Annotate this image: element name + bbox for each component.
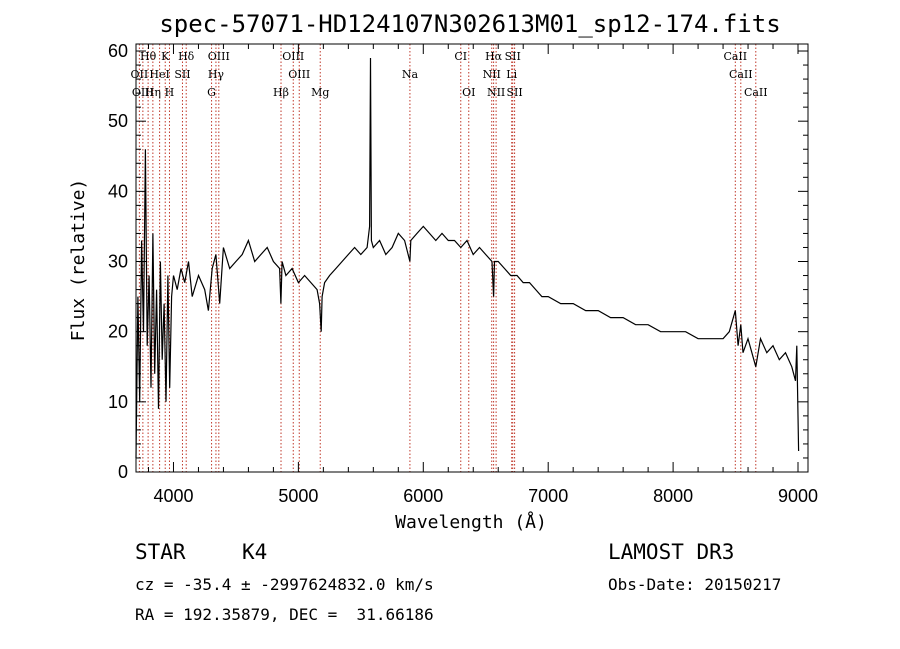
line-label-25: NII [487, 86, 505, 99]
x-tick-label: 7000 [528, 486, 568, 506]
line-label-9: OII [131, 68, 149, 81]
y-tick-label: 10 [108, 392, 128, 412]
survey-name: LAMOST DR3 [608, 540, 735, 564]
x-axis-label: Wavelength (Å) [395, 511, 547, 533]
line-label-14: Na [402, 68, 419, 81]
line-label-8: CaII [723, 50, 747, 63]
x-tick-label: 8000 [653, 486, 693, 506]
x-tick-label: 9000 [778, 486, 818, 506]
redshift-velocity: cz = -35.4 ± -2997624832.0 km/s [135, 575, 434, 594]
line-label-4: OIII [282, 50, 304, 63]
tick-labels: 4000 5000 6000 7000 8000 9000 0 10 20 30 40 50 60 [108, 41, 818, 506]
line-label-23: Mg [311, 86, 329, 99]
line-label-27: CaII [744, 86, 768, 99]
y-tick-label: 50 [108, 111, 128, 131]
line-label-15: NII [483, 68, 501, 81]
y-tick-label: 0 [118, 462, 128, 482]
line-label-0: Hθ [140, 50, 157, 63]
object-class: STAR [135, 540, 186, 564]
line-label-21: G [207, 86, 216, 99]
x-tick-label: 4000 [153, 486, 193, 506]
x-tick-label: 6000 [403, 486, 443, 506]
y-tick-label: 40 [108, 181, 128, 201]
line-label-24: OI [462, 86, 475, 99]
chart-title: spec-57071-HD124107N302613M01_sp12-174.f… [159, 10, 780, 38]
axis-ticks [136, 44, 808, 473]
emission-line-markers [138, 44, 757, 472]
line-label-19: Hη [145, 86, 161, 99]
y-tick-label: 20 [108, 322, 128, 342]
line-label-6: Hα [485, 50, 503, 63]
spectral-subclass: K4 [242, 540, 268, 564]
line-label-20: H [165, 86, 175, 99]
line-label-7: SII [505, 50, 521, 63]
line-label-5: CI [454, 50, 467, 63]
line-label-10: HeI [149, 68, 169, 81]
flux-series-line [135, 57, 800, 459]
y-tick-label: 30 [108, 252, 128, 272]
line-label-3: OIII [208, 50, 230, 63]
observation-date: Obs-Date: 20150217 [608, 575, 782, 594]
line-label-26: SII [506, 86, 522, 99]
line-label-17: CaII [729, 68, 753, 81]
line-label-13: OIII [288, 68, 310, 81]
line-label-18: OIII [132, 86, 154, 99]
line-label-22: Hβ [273, 86, 289, 99]
line-label-12: Hγ [208, 68, 225, 81]
line-label-16: Li [506, 68, 517, 81]
x-tick-label: 5000 [278, 486, 318, 506]
y-axis-label: Flux (relative) [68, 179, 89, 342]
line-label-11: SII [174, 68, 190, 81]
coordinates: RA = 192.35879, DEC = 31.66186 [135, 605, 434, 624]
line-label-2: Hδ [178, 50, 195, 63]
y-tick-label: 60 [108, 41, 128, 61]
line-label-1: K [161, 50, 170, 63]
plot-frame [135, 43, 809, 473]
